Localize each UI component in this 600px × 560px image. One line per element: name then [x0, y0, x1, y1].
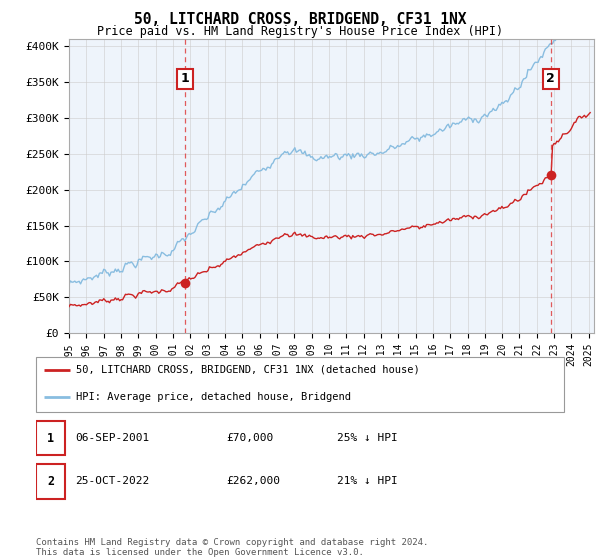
Text: 2: 2 [47, 475, 54, 488]
Text: HPI: Average price, detached house, Bridgend: HPI: Average price, detached house, Brid… [76, 392, 350, 402]
Text: 25-OCT-2022: 25-OCT-2022 [76, 477, 150, 487]
Text: Contains HM Land Registry data © Crown copyright and database right 2024.
This d: Contains HM Land Registry data © Crown c… [36, 538, 428, 557]
Text: 50, LITCHARD CROSS, BRIDGEND, CF31 1NX: 50, LITCHARD CROSS, BRIDGEND, CF31 1NX [134, 12, 466, 27]
Text: 21% ↓ HPI: 21% ↓ HPI [337, 477, 398, 487]
Text: 1: 1 [47, 432, 54, 445]
Text: 1: 1 [181, 72, 189, 85]
Text: 06-SEP-2001: 06-SEP-2001 [76, 433, 150, 443]
Text: 2: 2 [547, 72, 555, 85]
FancyBboxPatch shape [36, 421, 65, 455]
Text: £262,000: £262,000 [226, 477, 280, 487]
FancyBboxPatch shape [36, 357, 564, 412]
Text: 50, LITCHARD CROSS, BRIDGEND, CF31 1NX (detached house): 50, LITCHARD CROSS, BRIDGEND, CF31 1NX (… [76, 365, 419, 375]
Text: 25% ↓ HPI: 25% ↓ HPI [337, 433, 398, 443]
Text: Price paid vs. HM Land Registry's House Price Index (HPI): Price paid vs. HM Land Registry's House … [97, 25, 503, 38]
Text: £70,000: £70,000 [226, 433, 274, 443]
FancyBboxPatch shape [36, 464, 65, 499]
